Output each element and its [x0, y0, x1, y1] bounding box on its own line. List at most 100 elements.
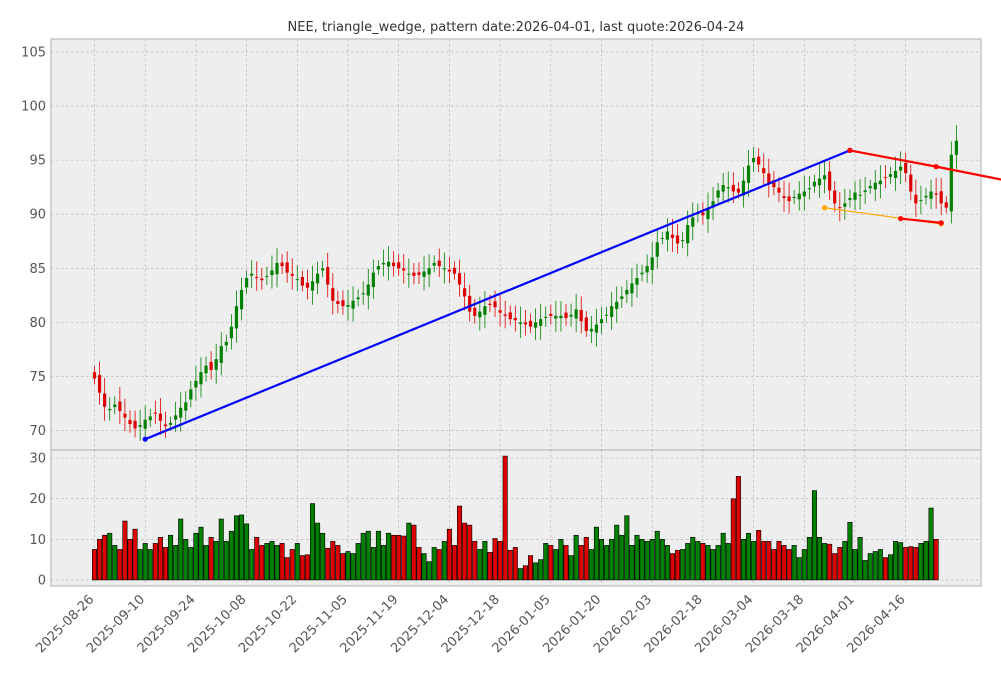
volume-bar [877, 549, 883, 581]
volume-bar [918, 543, 924, 581]
candle-body [584, 317, 588, 332]
volume-bar [107, 532, 113, 581]
volume-bar [715, 545, 721, 581]
candle-body [670, 234, 675, 239]
candle-body [224, 341, 228, 346]
candle-body [620, 296, 624, 299]
candle-body [503, 314, 507, 316]
candle-body [777, 187, 781, 193]
volume-bar [355, 543, 361, 581]
volume-bar [923, 541, 929, 581]
volume-bar [604, 545, 610, 581]
candle-body [858, 194, 862, 196]
volume-bar [573, 534, 579, 581]
candle-body [168, 422, 173, 425]
candle-body [904, 162, 908, 174]
volume-bar [528, 555, 534, 581]
volume-bar [801, 549, 807, 581]
candle-body [594, 324, 599, 333]
volume-bar [304, 554, 310, 581]
volume-bar [649, 539, 655, 581]
candle-body [300, 277, 304, 286]
volume-bar [913, 547, 919, 581]
candle-body [574, 309, 578, 319]
candle-body [615, 301, 619, 309]
pattern-overlays [142, 147, 1001, 442]
candle-body [660, 238, 664, 240]
volume-bar [127, 539, 133, 581]
candle-body [752, 157, 756, 163]
volume-bar [188, 547, 194, 581]
candle-body [721, 185, 725, 192]
volume-bar [411, 524, 417, 581]
pattern-line [144, 149, 851, 441]
pattern-point [938, 220, 944, 226]
candle-body [888, 174, 893, 177]
volume-bar [781, 545, 787, 581]
volume-bar [391, 534, 397, 581]
candle-body [640, 272, 644, 275]
volume-bar [375, 530, 381, 581]
candle-body [716, 190, 720, 198]
candle-body [275, 262, 279, 275]
price-tick-label: 95 [29, 154, 46, 169]
volume-bar [583, 536, 589, 581]
volume-bar [208, 536, 214, 581]
volume-bar [370, 547, 376, 581]
volume-bar [598, 539, 604, 581]
candle-body [488, 303, 492, 305]
candle-body [954, 140, 958, 155]
volume-bar [609, 539, 615, 581]
candle-body [843, 203, 847, 207]
candle-body [726, 187, 730, 189]
candle-body [295, 279, 299, 281]
candle-body [123, 413, 127, 418]
volume-bar [543, 543, 549, 581]
candle-body [250, 273, 254, 276]
candle-body [599, 319, 604, 324]
candle-body [741, 180, 746, 196]
volume-bar [132, 528, 138, 581]
candle-body [792, 196, 796, 199]
candle-body [528, 320, 533, 327]
volume-bar [259, 545, 265, 581]
volume-bar [173, 545, 179, 581]
volume-bar [538, 559, 544, 581]
volume-bar [462, 522, 468, 581]
candle-body [701, 212, 705, 216]
candle-body [508, 312, 512, 320]
pattern-point [142, 436, 148, 442]
volume-bar [249, 549, 255, 581]
volume-bar [700, 543, 706, 581]
candle-body [589, 328, 593, 332]
candle-body [194, 380, 198, 388]
volume-bar [198, 526, 204, 581]
candle-body [290, 273, 294, 276]
candle-body [924, 195, 928, 198]
volume-bar [756, 530, 762, 581]
candle-body [544, 316, 548, 318]
volume-bar [644, 541, 650, 581]
candle-body [265, 275, 269, 277]
candle-body [336, 301, 340, 304]
price-tick-label: 100 [21, 100, 46, 115]
volume-bar [553, 549, 559, 581]
candle-body [513, 318, 517, 321]
volume-bar [284, 557, 290, 581]
candle-body [802, 191, 806, 197]
candle-body [645, 266, 649, 273]
volume-bar [482, 541, 488, 581]
volume-bar [705, 545, 711, 581]
volume-bar [893, 541, 899, 581]
candle-body [310, 281, 315, 291]
volume-bar [659, 539, 665, 581]
candle-body [483, 306, 487, 315]
volume-bar [406, 522, 412, 581]
candle-body [209, 361, 213, 370]
volume-bar [451, 545, 457, 581]
candle-body [807, 188, 811, 190]
volume-bar [593, 526, 599, 581]
volume-bar [720, 532, 726, 581]
candle-body [234, 306, 239, 329]
volume-bar [152, 543, 158, 581]
